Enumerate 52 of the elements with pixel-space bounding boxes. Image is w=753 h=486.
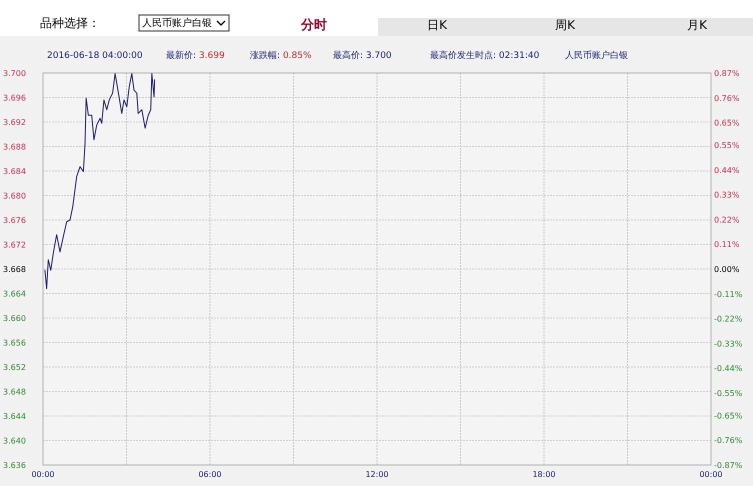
text: 人民币账户白银 [565,50,628,61]
y-tick-label: 3.652 [3,363,26,372]
y-tick-label: 3.640 [3,436,26,446]
y2-tick-label: 0.00% [714,265,740,274]
x-tick-label: 12:00 [365,470,389,479]
text: 涨跌幅: 0.85% [250,50,312,61]
text: 2016-06-18 04:00:00 [47,51,143,61]
y2-tick-label: 0.76% [714,94,740,103]
y-tick-label: 3.648 [3,388,26,396]
y2-tick-label: 0.55% [714,141,740,150]
y2-tick-label: 0.44% [714,166,740,175]
y-tick-label: 3.688 [3,142,26,152]
y-tick-label: 3.696 [3,94,26,102]
text: 最高价: 3.700 [333,50,392,61]
y2-tick-label: -0.22% [714,314,743,324]
text: 日K [427,18,448,32]
y-tick-label: 3.668 [3,265,26,274]
y2-tick-label: 0.11% [714,240,740,250]
y2-tick-label: 0.87% [714,69,740,78]
y2-tick-label: -0.44% [714,364,743,374]
y-tick-label: 3.680 [3,192,26,200]
text: 人民币账户白银 [142,17,212,29]
x-tick-label: 00:00 [31,470,55,479]
x-tick-label: 06:00 [198,470,222,479]
y-tick-label: 3.692 [3,118,26,127]
y2-tick-label: 0.33% [714,190,740,200]
y-tick-label: 3.700 [3,69,26,78]
y2-tick-label: 0.65% [714,118,740,128]
text: 周K [555,18,576,32]
y2-tick-label: -0.65% [714,411,743,420]
text: 最新价: 3.699 [166,50,225,61]
y2-tick-label: -0.87% [714,461,743,470]
line-series [44,73,156,290]
y2-tick-label: 0.22% [714,215,740,224]
text: 月K [687,18,708,32]
y2-tick-label: -0.33% [714,339,743,348]
text: 品种选择： [40,16,100,30]
y-tick-label: 3.656 [3,338,26,348]
y-tick-label: 3.664 [3,290,26,298]
y-tick-label: 3.660 [3,314,26,323]
y2-tick-label: -0.76% [714,436,743,446]
text: 最高价发生时点: 02:31:40 [430,50,540,61]
y2-tick-label: -0.55% [714,388,743,398]
text: 分时 [300,18,327,33]
y-tick-label: 3.672 [3,240,26,250]
y-tick-label: 3.684 [3,167,26,176]
x-tick-label: 18:00 [532,470,556,479]
y-tick-label: 3.636 [3,461,26,470]
y-tick-label: 3.644 [3,412,26,421]
x-tick-label: 00:00 [699,470,723,479]
y2-tick-label: -0.11% [714,290,743,299]
y-tick-label: 3.676 [3,216,26,225]
